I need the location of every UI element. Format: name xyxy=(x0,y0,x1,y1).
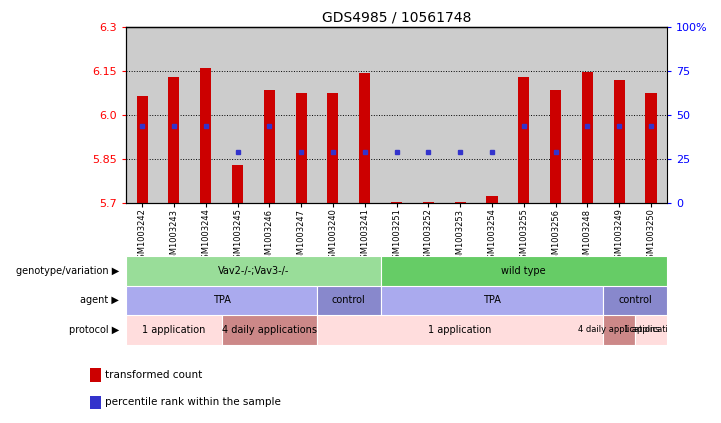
Bar xyxy=(327,93,338,203)
Title: GDS4985 / 10561748: GDS4985 / 10561748 xyxy=(322,11,472,25)
Bar xyxy=(487,196,497,203)
Bar xyxy=(126,286,317,315)
Bar xyxy=(90,368,101,382)
Bar xyxy=(455,202,466,203)
Text: 4 daily applications: 4 daily applications xyxy=(578,325,660,335)
Bar xyxy=(603,315,635,345)
Text: genotype/variation ▶: genotype/variation ▶ xyxy=(16,266,119,276)
Bar xyxy=(126,315,221,345)
Text: control: control xyxy=(618,295,652,305)
Bar xyxy=(381,256,667,286)
Bar xyxy=(423,202,434,203)
Text: wild type: wild type xyxy=(502,266,546,276)
Bar xyxy=(603,286,667,315)
Bar xyxy=(391,202,402,203)
Bar xyxy=(136,96,148,203)
Text: agent ▶: agent ▶ xyxy=(80,295,119,305)
Bar xyxy=(359,74,371,203)
Bar xyxy=(635,315,667,345)
Bar xyxy=(90,396,101,409)
Text: TPA: TPA xyxy=(213,295,231,305)
Text: Vav2-/-;Vav3-/-: Vav2-/-;Vav3-/- xyxy=(218,266,289,276)
Text: percentile rank within the sample: percentile rank within the sample xyxy=(105,398,281,407)
Text: 1 application: 1 application xyxy=(142,325,205,335)
Text: 1 application: 1 application xyxy=(624,325,678,335)
Bar xyxy=(518,77,529,203)
Bar xyxy=(264,91,275,203)
Bar xyxy=(582,72,593,203)
Bar xyxy=(317,286,381,315)
Bar xyxy=(296,93,306,203)
Text: 1 application: 1 application xyxy=(428,325,492,335)
Text: TPA: TPA xyxy=(483,295,501,305)
Bar xyxy=(550,91,561,203)
Bar xyxy=(200,69,211,203)
Text: 4 daily applications: 4 daily applications xyxy=(222,325,317,335)
Bar xyxy=(381,286,603,315)
Text: protocol ▶: protocol ▶ xyxy=(68,325,119,335)
Text: transformed count: transformed count xyxy=(105,370,203,380)
Bar xyxy=(221,315,317,345)
Bar xyxy=(645,93,657,203)
Bar xyxy=(232,165,243,203)
Bar xyxy=(168,77,180,203)
Bar xyxy=(317,315,603,345)
Text: control: control xyxy=(332,295,366,305)
Bar xyxy=(614,80,625,203)
Bar xyxy=(126,256,381,286)
